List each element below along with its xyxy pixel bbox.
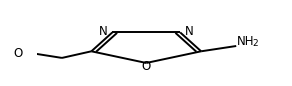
Text: NH: NH — [237, 35, 255, 48]
Text: O: O — [142, 60, 151, 73]
Text: N: N — [99, 25, 108, 38]
Text: O: O — [13, 47, 22, 60]
Text: N: N — [185, 25, 193, 38]
Text: 2: 2 — [253, 39, 258, 48]
